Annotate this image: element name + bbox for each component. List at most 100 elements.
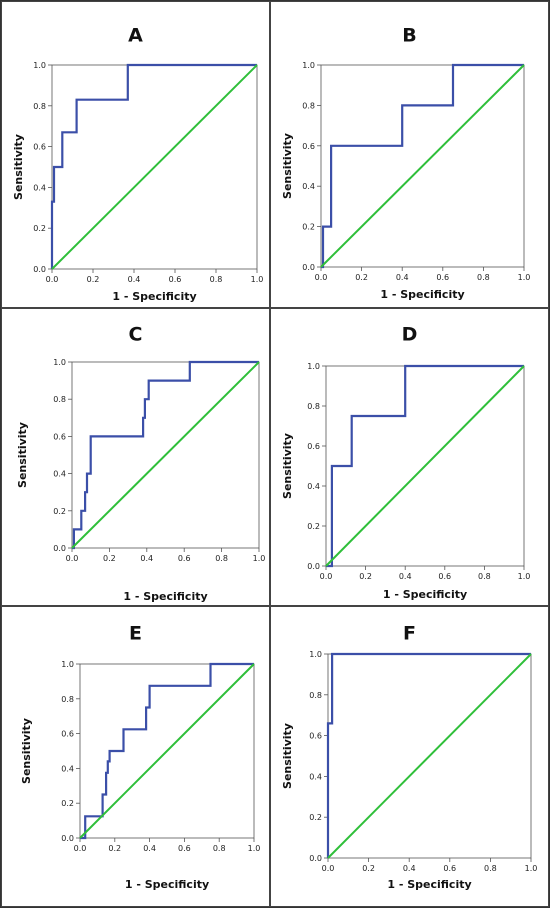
panel-e-border xyxy=(1,606,270,907)
y-tick-label: 0.6 xyxy=(302,142,315,151)
x-tick-label: 1.0 xyxy=(518,273,531,282)
y-tick-label: 0.0 xyxy=(53,544,66,553)
y-tick-label: 0.0 xyxy=(33,265,46,274)
panel-c-y-axis-title: Sensitivity xyxy=(16,422,29,488)
x-tick-label: 0.2 xyxy=(359,572,372,581)
y-tick-label: 0.6 xyxy=(53,432,66,441)
x-tick-label: 0.4 xyxy=(399,572,412,581)
y-tick-label: 0.0 xyxy=(307,562,320,571)
y-tick-label: 0.8 xyxy=(33,102,46,111)
panel-e: E 0.0 0.2 0.4 0.6 0.8 1.0 0.0 0.2 0.4 0.6 0.8 1.0 1 -… xyxy=(1,606,270,907)
panel-b-reference-line xyxy=(320,64,525,268)
panel-d: D 0.0 0.2 0.4 0.6 0.8 1.0 0.0 0.2 0.4 0.6 0.8 1.0 1 -… xyxy=(270,308,549,606)
panel-f-reference-line xyxy=(327,653,532,859)
y-tick-label: 0.4 xyxy=(307,482,320,491)
panel-c: C 0.0 0.2 0.4 0.6 0.8 1.0 0.0 0.2 0.4 0.6 0.8 1.0 1 -… xyxy=(1,308,270,606)
panel-c-x-axis-title: 1 - Specificity xyxy=(123,590,207,603)
x-tick-label: 1.0 xyxy=(518,572,531,581)
panel-b-roc-curve xyxy=(321,63,524,269)
panel-d-reference-line xyxy=(325,365,525,567)
y-tick-label: 0.2 xyxy=(302,223,315,232)
panel-f-x-axis-title: 1 - Specificity xyxy=(387,878,471,891)
y-tick-label: 0.0 xyxy=(302,263,315,272)
panel-a-border xyxy=(1,1,270,308)
x-tick-label: 1.0 xyxy=(525,864,538,873)
panel-d-y-axis-title: Sensitivity xyxy=(281,433,294,499)
panel-a-reference-line xyxy=(51,64,258,270)
panel-b-x-axis-title: 1 - Specificity xyxy=(380,288,464,301)
panel-f-y-axis-title: Sensitivity xyxy=(281,723,294,789)
y-tick-label: 0.8 xyxy=(307,402,320,411)
x-tick-label: 0.6 xyxy=(436,273,449,282)
y-tick-label: 0.6 xyxy=(309,732,322,741)
y-tick-label: 0.2 xyxy=(307,522,320,531)
x-tick-label: 0.2 xyxy=(108,844,121,853)
panel-e-roc-curve xyxy=(80,662,254,840)
x-tick-label: 0.4 xyxy=(403,864,416,873)
panel-c-roc-curve xyxy=(72,360,259,550)
x-tick-label: 0.0 xyxy=(66,554,79,563)
x-tick-label: 0.0 xyxy=(46,275,59,284)
x-tick-label: 0.6 xyxy=(169,275,182,284)
panel-b: B 0.0 0.2 0.4 0.6 0.8 1.0 0.0 0.2 0.4 0.6 0.8 1.0 1 -… xyxy=(270,1,549,308)
panel-a-y-axis-title: Sensitivity xyxy=(12,134,25,200)
x-tick-label: 0.0 xyxy=(322,864,335,873)
y-tick-label: 0.0 xyxy=(309,854,322,863)
panel-b-y-axis-title: Sensitivity xyxy=(281,133,294,199)
x-tick-label: 0.8 xyxy=(213,844,226,853)
y-tick-label: 1.0 xyxy=(33,61,46,70)
x-tick-label: 0.4 xyxy=(143,844,156,853)
y-tick-label: 0.4 xyxy=(53,470,66,479)
y-tick-label: 0.4 xyxy=(309,772,322,781)
panel-a: A 0.0 0.2 0.4 0.6 0.8 1.0 0.0 0.2 0.4 0.6 0.8 1.0 1 -… xyxy=(1,1,270,308)
x-tick-label: 0.4 xyxy=(140,554,153,563)
y-tick-label: 1.0 xyxy=(61,660,74,669)
y-tick-label: 0.6 xyxy=(307,442,320,451)
y-tick-label: 1.0 xyxy=(53,358,66,367)
panel-c-reference-line xyxy=(71,361,260,549)
panel-f-label: F xyxy=(403,623,416,645)
y-tick-label: 0.4 xyxy=(33,183,46,192)
x-tick-label: 0.2 xyxy=(355,273,368,282)
y-tick-label: 1.0 xyxy=(307,362,320,371)
x-tick-label: 1.0 xyxy=(251,275,264,284)
x-tick-label: 0.0 xyxy=(315,273,328,282)
x-tick-label: 0.6 xyxy=(178,844,191,853)
x-tick-label: 0.4 xyxy=(128,275,141,284)
x-tick-label: 0.2 xyxy=(362,864,375,873)
panel-a-roc-curve xyxy=(50,63,257,269)
y-tick-label: 0.6 xyxy=(61,730,74,739)
y-tick-label: 0.8 xyxy=(309,691,322,700)
y-tick-label: 0.2 xyxy=(53,507,66,516)
panel-f: F 0.0 0.2 0.4 0.6 0.8 1.0 0.0 0.2 0.4 0.6 0.8 1.0 1 -… xyxy=(270,606,549,907)
panel-e-reference-line xyxy=(79,663,255,839)
y-tick-label: 1.0 xyxy=(302,61,315,70)
panel-e-label: E xyxy=(129,623,142,645)
y-tick-label: 0.2 xyxy=(309,813,322,822)
x-tick-label: 0.8 xyxy=(478,572,491,581)
panel-b-label: B xyxy=(402,25,416,47)
panel-b-border xyxy=(270,1,549,308)
panel-c-border xyxy=(1,308,270,606)
x-tick-label: 0.0 xyxy=(74,844,87,853)
panel-d-x-axis-title: 1 - Specificity xyxy=(383,588,467,601)
x-tick-label: 0.6 xyxy=(443,864,456,873)
y-tick-label: 0.2 xyxy=(33,224,46,233)
x-tick-label: 0.8 xyxy=(484,864,497,873)
x-tick-label: 1.0 xyxy=(253,554,266,563)
y-tick-label: 1.0 xyxy=(309,650,322,659)
panel-f-roc-curve xyxy=(326,652,531,858)
panel-a-x-axis-title: 1 - Specificity xyxy=(112,290,196,303)
x-tick-label: 0.8 xyxy=(215,554,228,563)
x-tick-label: 0.2 xyxy=(87,275,100,284)
panel-d-roc-curve xyxy=(326,364,524,568)
y-tick-label: 0.8 xyxy=(302,101,315,110)
panel-d-label: D xyxy=(402,324,418,346)
y-tick-label: 0.4 xyxy=(61,764,74,773)
x-tick-label: 1.0 xyxy=(248,844,261,853)
panel-c-label: C xyxy=(129,324,143,346)
panel-a-label: A xyxy=(128,25,143,47)
x-tick-label: 0.0 xyxy=(320,572,333,581)
y-tick-label: 0.2 xyxy=(61,799,74,808)
